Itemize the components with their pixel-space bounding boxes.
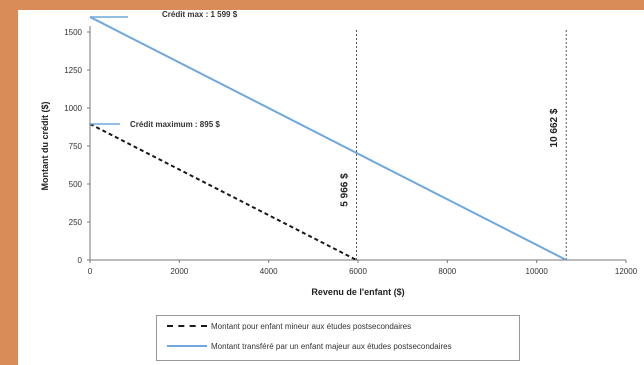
y-tick-label: 1500	[64, 28, 82, 37]
chart-frame: 0 250 500 750 1000 1250 1500 0 2000 4000 6000 8000 1…	[18, 10, 644, 365]
annotation-text-0: Crédit max : 1 599 $	[162, 10, 238, 19]
chart-legend: Montant pour enfant mineur aux études po…	[156, 315, 520, 361]
x-tick-label: 10000	[526, 267, 549, 276]
x-tick-label: 0	[88, 267, 93, 276]
vline-label-0: 5 966 $	[339, 173, 350, 207]
legend-label-major: Montant transféré par un enfant majeur a…	[211, 341, 452, 351]
legend-entry-minor: Montant pour enfant mineur aux études po…	[157, 316, 519, 336]
y-tick-label: 0	[78, 256, 83, 265]
vline-label-1: 10 662 $	[549, 108, 560, 147]
y-tick-label: 500	[69, 180, 83, 189]
y-tick-label: 1250	[64, 66, 82, 75]
y-axis-label: Montant du crédit ($)	[40, 102, 50, 191]
x-tick-label: 4000	[260, 267, 278, 276]
x-tick-label: 8000	[438, 267, 456, 276]
chart-canvas: 0 250 500 750 1000 1250 1500 0 2000 4000 6000 8000 1…	[40, 10, 638, 297]
annotation-text-1: Crédit maximum : 895 $	[130, 120, 220, 129]
y-tick-label: 750	[69, 142, 83, 151]
x-tick-label: 2000	[170, 267, 188, 276]
y-tick-label: 1000	[64, 104, 82, 113]
y-tick-label: 250	[69, 218, 83, 227]
series-line-1	[89, 16, 567, 261]
x-tick-label: 6000	[349, 267, 367, 276]
legend-entry-major: Montant transféré par un enfant majeur a…	[157, 336, 519, 356]
x-tick-label: 12000	[615, 267, 638, 276]
legend-swatch-dashed	[167, 325, 207, 327]
x-axis-label: Revenu de l'enfant ($)	[311, 287, 404, 297]
legend-label-minor: Montant pour enfant mineur aux études po…	[211, 321, 412, 331]
legend-swatch-solid	[167, 345, 207, 347]
series-line-0	[89, 123, 357, 261]
